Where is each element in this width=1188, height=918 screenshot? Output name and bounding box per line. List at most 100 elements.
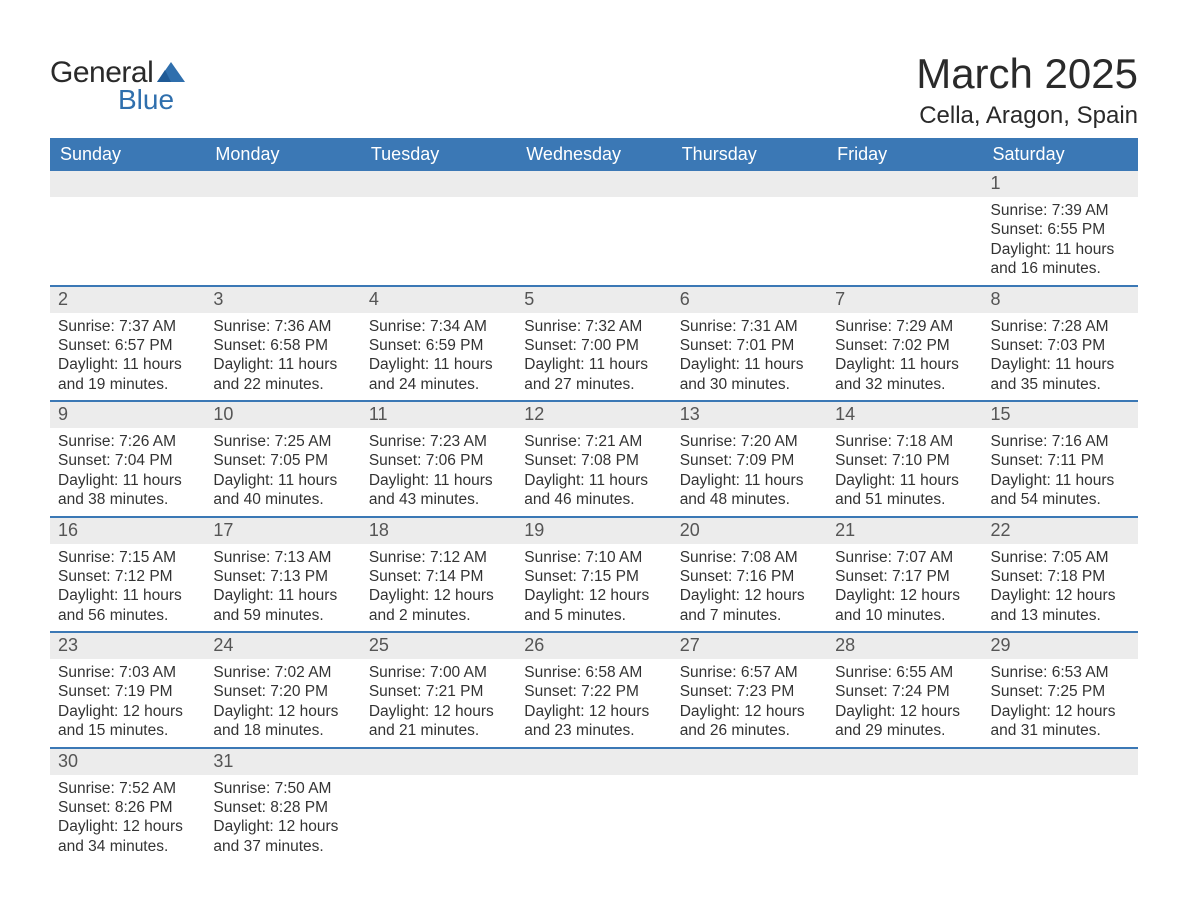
day-info-cell: Sunrise: 7:10 AMSunset: 7:15 PMDaylight:… [516, 544, 671, 633]
logo-triangle-icon [157, 62, 185, 82]
sunrise-line: Sunrise: 7:20 AM [680, 432, 819, 451]
daylight-line: Daylight: 12 hours and 21 minutes. [369, 702, 508, 741]
day-number-cell [983, 748, 1138, 775]
day-info-cell [361, 197, 516, 286]
sunset-line: Sunset: 7:21 PM [369, 682, 508, 701]
daylight-line: Daylight: 11 hours and 54 minutes. [991, 471, 1130, 510]
day-number-cell: 7 [827, 286, 982, 313]
month-title: March 2025 [916, 50, 1138, 98]
day-number-cell: 12 [516, 401, 671, 428]
day-info [672, 775, 827, 855]
day-number [672, 749, 827, 775]
day-info [516, 197, 671, 277]
day-number [50, 171, 205, 197]
day-number-cell [827, 171, 982, 197]
daylight-line: Daylight: 12 hours and 37 minutes. [213, 817, 352, 856]
day-info-cell: Sunrise: 7:00 AMSunset: 7:21 PMDaylight:… [361, 659, 516, 748]
day-number: 14 [827, 402, 982, 428]
day-number-cell: 27 [672, 632, 827, 659]
weekday-header: Thursday [672, 138, 827, 171]
day-info: Sunrise: 7:52 AMSunset: 8:26 PMDaylight:… [50, 775, 205, 863]
sunset-line: Sunset: 7:16 PM [680, 567, 819, 586]
day-info [827, 197, 982, 277]
day-number-cell: 19 [516, 517, 671, 544]
sunrise-line: Sunrise: 7:03 AM [58, 663, 197, 682]
day-number-row: 9101112131415 [50, 401, 1138, 428]
day-number-row: 3031 [50, 748, 1138, 775]
day-info: Sunrise: 7:13 AMSunset: 7:13 PMDaylight:… [205, 544, 360, 632]
day-info-cell: Sunrise: 6:53 AMSunset: 7:25 PMDaylight:… [983, 659, 1138, 748]
day-info [827, 775, 982, 855]
day-number-cell [361, 748, 516, 775]
day-info: Sunrise: 6:55 AMSunset: 7:24 PMDaylight:… [827, 659, 982, 747]
daylight-line: Daylight: 12 hours and 23 minutes. [524, 702, 663, 741]
day-info: Sunrise: 7:02 AMSunset: 7:20 PMDaylight:… [205, 659, 360, 747]
daylight-line: Daylight: 11 hours and 35 minutes. [991, 355, 1130, 394]
day-number: 17 [205, 518, 360, 544]
day-number: 2 [50, 287, 205, 313]
sunset-line: Sunset: 6:59 PM [369, 336, 508, 355]
daylight-line: Daylight: 11 hours and 30 minutes. [680, 355, 819, 394]
day-number-cell: 8 [983, 286, 1138, 313]
day-number-cell [827, 748, 982, 775]
day-info-row: Sunrise: 7:03 AMSunset: 7:19 PMDaylight:… [50, 659, 1138, 748]
day-number-cell: 28 [827, 632, 982, 659]
daylight-line: Daylight: 11 hours and 51 minutes. [835, 471, 974, 510]
day-info: Sunrise: 7:31 AMSunset: 7:01 PMDaylight:… [672, 313, 827, 401]
day-number: 25 [361, 633, 516, 659]
day-number: 6 [672, 287, 827, 313]
day-info-cell: Sunrise: 7:31 AMSunset: 7:01 PMDaylight:… [672, 313, 827, 402]
daylight-line: Daylight: 11 hours and 59 minutes. [213, 586, 352, 625]
day-info-cell: Sunrise: 7:28 AMSunset: 7:03 PMDaylight:… [983, 313, 1138, 402]
day-number-cell: 13 [672, 401, 827, 428]
sunset-line: Sunset: 7:01 PM [680, 336, 819, 355]
daylight-line: Daylight: 11 hours and 48 minutes. [680, 471, 819, 510]
daylight-line: Daylight: 12 hours and 29 minutes. [835, 702, 974, 741]
sunset-line: Sunset: 7:15 PM [524, 567, 663, 586]
daylight-line: Daylight: 12 hours and 2 minutes. [369, 586, 508, 625]
day-number: 8 [983, 287, 1138, 313]
location-subtitle: Cella, Aragon, Spain [916, 102, 1138, 130]
sunset-line: Sunset: 7:22 PM [524, 682, 663, 701]
sunset-line: Sunset: 7:02 PM [835, 336, 974, 355]
day-number-cell: 26 [516, 632, 671, 659]
title-block: March 2025 Cella, Aragon, Spain [916, 50, 1138, 130]
weekday-header: Friday [827, 138, 982, 171]
day-info: Sunrise: 7:36 AMSunset: 6:58 PMDaylight:… [205, 313, 360, 401]
weekday-header: Tuesday [361, 138, 516, 171]
day-number-cell: 16 [50, 517, 205, 544]
sunrise-line: Sunrise: 7:34 AM [369, 317, 508, 336]
day-number: 29 [983, 633, 1138, 659]
sunset-line: Sunset: 7:14 PM [369, 567, 508, 586]
day-number-cell [672, 748, 827, 775]
daylight-line: Daylight: 12 hours and 26 minutes. [680, 702, 819, 741]
day-number: 3 [205, 287, 360, 313]
day-number: 4 [361, 287, 516, 313]
day-number: 9 [50, 402, 205, 428]
sunrise-line: Sunrise: 7:00 AM [369, 663, 508, 682]
day-info-cell: Sunrise: 7:08 AMSunset: 7:16 PMDaylight:… [672, 544, 827, 633]
day-info-cell [50, 197, 205, 286]
day-info: Sunrise: 6:57 AMSunset: 7:23 PMDaylight:… [672, 659, 827, 747]
sunset-line: Sunset: 7:08 PM [524, 451, 663, 470]
day-info-cell: Sunrise: 7:39 AMSunset: 6:55 PMDaylight:… [983, 197, 1138, 286]
day-number: 10 [205, 402, 360, 428]
daylight-line: Daylight: 12 hours and 18 minutes. [213, 702, 352, 741]
weekday-header: Saturday [983, 138, 1138, 171]
daylight-line: Daylight: 11 hours and 24 minutes. [369, 355, 508, 394]
day-info: Sunrise: 7:08 AMSunset: 7:16 PMDaylight:… [672, 544, 827, 632]
day-info: Sunrise: 7:12 AMSunset: 7:14 PMDaylight:… [361, 544, 516, 632]
day-info: Sunrise: 7:18 AMSunset: 7:10 PMDaylight:… [827, 428, 982, 516]
day-number-cell [205, 171, 360, 197]
sunrise-line: Sunrise: 7:05 AM [991, 548, 1130, 567]
sunrise-line: Sunrise: 7:13 AM [213, 548, 352, 567]
daylight-line: Daylight: 11 hours and 19 minutes. [58, 355, 197, 394]
day-info-cell: Sunrise: 6:55 AMSunset: 7:24 PMDaylight:… [827, 659, 982, 748]
day-number: 16 [50, 518, 205, 544]
sunset-line: Sunset: 7:04 PM [58, 451, 197, 470]
day-info: Sunrise: 7:05 AMSunset: 7:18 PMDaylight:… [983, 544, 1138, 632]
sunset-line: Sunset: 7:12 PM [58, 567, 197, 586]
day-info: Sunrise: 7:25 AMSunset: 7:05 PMDaylight:… [205, 428, 360, 516]
sunrise-line: Sunrise: 6:53 AM [991, 663, 1130, 682]
daylight-line: Daylight: 11 hours and 22 minutes. [213, 355, 352, 394]
